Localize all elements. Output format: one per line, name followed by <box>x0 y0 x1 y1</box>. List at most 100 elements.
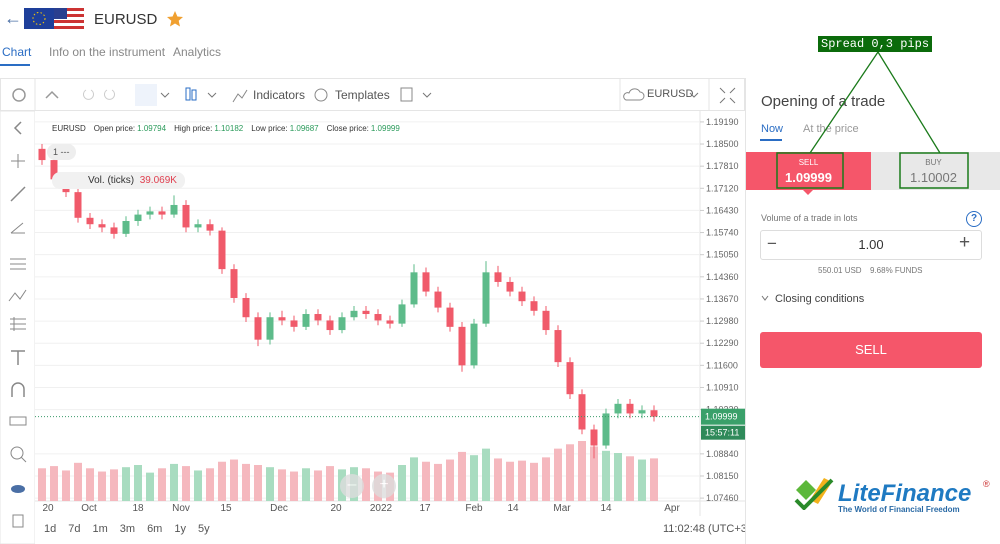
volume-title: Vol. (ticks) <box>88 175 135 186</box>
volume-bar <box>566 444 574 501</box>
y-tick-label: 1.07460 <box>706 493 739 503</box>
volume-bar <box>542 457 550 501</box>
trade-tab[interactable]: At the price <box>803 123 859 135</box>
x-tick-label: Oct <box>81 503 97 514</box>
lots-input[interactable] <box>760 230 982 260</box>
volume-bar <box>170 463 178 501</box>
sell-pointer <box>802 189 814 195</box>
legend-label: Close price: <box>326 124 369 133</box>
range-button[interactable]: 5y <box>197 523 210 535</box>
candle-body <box>434 291 442 308</box>
candle-body <box>326 320 334 331</box>
volume-label: Volume of a trade in lots <box>761 213 858 223</box>
templates-button[interactable]: Templates <box>335 88 390 102</box>
range-button[interactable]: 1d <box>44 523 57 535</box>
y-tick-label: 1.13670 <box>706 294 739 304</box>
zoom-out[interactable]: – <box>340 474 364 498</box>
favorite-star[interactable] <box>166 10 184 28</box>
tab[interactable]: Analytics <box>173 45 222 59</box>
range-button[interactable]: 6m <box>147 523 163 535</box>
zoom-in[interactable]: + <box>372 474 396 498</box>
drawing-tools <box>0 111 35 544</box>
volume-bar <box>38 468 46 501</box>
range-button[interactable]: 3m <box>119 523 136 535</box>
candle-body <box>302 314 310 327</box>
x-tick-label: 20 <box>42 503 54 514</box>
volume-bar <box>602 450 610 501</box>
y-tick-label: 1.08150 <box>706 471 739 481</box>
range-button[interactable]: 7d <box>68 523 81 535</box>
volume-bar <box>62 470 70 501</box>
trade-tab[interactable]: Now <box>761 123 784 135</box>
x-tick-label: 14 <box>600 503 612 514</box>
candle-body <box>38 148 46 161</box>
indicators-button[interactable]: Indicators <box>253 88 306 102</box>
y-tick-label: 1.17810 <box>706 161 739 171</box>
closing-conditions[interactable]: Closing conditions <box>775 293 865 305</box>
tab[interactable]: Chart <box>2 45 32 59</box>
volume-bar <box>410 457 418 501</box>
y-tick-label: 1.15050 <box>706 250 739 260</box>
candle-body <box>182 204 190 228</box>
logo-mark <box>794 478 834 510</box>
candle-body <box>470 323 478 366</box>
volume-bar <box>326 466 334 501</box>
candle-body <box>314 314 322 321</box>
tab[interactable]: Info on the instrument <box>49 45 166 59</box>
candle-body <box>386 320 394 324</box>
volume-bar <box>74 462 82 501</box>
volume-bar <box>314 470 322 501</box>
candle-body <box>446 307 454 327</box>
study-chip[interactable]: 1 --- <box>47 144 76 160</box>
current-price-label: 1.09999 <box>705 412 738 422</box>
volume-bar <box>182 466 190 501</box>
candle-body <box>542 310 550 331</box>
candle-body <box>362 310 370 315</box>
candle-body <box>350 310 358 318</box>
y-tick-label: 1.19190 <box>706 117 739 127</box>
volume-bar <box>194 470 202 501</box>
candle-body <box>290 320 298 327</box>
volume-bar <box>422 461 430 501</box>
candle-body <box>254 317 262 340</box>
volume-bar <box>362 468 370 501</box>
candle-body <box>602 413 610 446</box>
y-tick-label: 1.18500 <box>706 139 739 149</box>
candle-body <box>422 272 430 292</box>
logo-name: LiteFinance <box>838 480 972 507</box>
plus-button[interactable]: + <box>959 232 971 253</box>
legend-value: 1.09794 <box>137 124 167 133</box>
volume-bar <box>578 441 586 501</box>
volume-bar <box>470 455 478 501</box>
sell-box[interactable] <box>746 152 871 190</box>
candle-body <box>578 394 586 430</box>
symbol-select[interactable]: EURUSD <box>647 88 694 100</box>
candle-body <box>638 410 646 414</box>
volume-bar <box>530 462 538 501</box>
volume-bar <box>230 459 238 501</box>
y-tick-label: 1.15740 <box>706 228 739 238</box>
minus-button[interactable]: − <box>767 234 777 253</box>
range-button[interactable]: 1m <box>92 523 108 535</box>
volume-bar <box>446 459 454 501</box>
buy-box[interactable] <box>871 152 1000 190</box>
y-tick-label: 1.10910 <box>706 382 739 392</box>
candle-body <box>566 362 574 395</box>
help-icon[interactable]: ? <box>966 211 982 227</box>
candle-body <box>482 272 490 324</box>
back-button[interactable]: ← <box>4 8 22 28</box>
flags <box>24 8 84 29</box>
x-tick-label: 17 <box>419 503 431 514</box>
volume-bar <box>638 459 646 501</box>
sell-button[interactable]: SELL <box>760 332 982 368</box>
volume-bar <box>254 465 262 501</box>
range-button[interactable]: 1y <box>174 523 186 535</box>
legend-label: Low price: <box>251 124 288 133</box>
volume-bar <box>302 468 310 501</box>
legend-value: 1.09999 <box>370 124 400 133</box>
logo-tagline: The World of Financial Freedom <box>838 505 960 514</box>
volume-bar <box>134 465 142 501</box>
candle-body <box>134 214 142 222</box>
candle-body <box>398 304 406 324</box>
